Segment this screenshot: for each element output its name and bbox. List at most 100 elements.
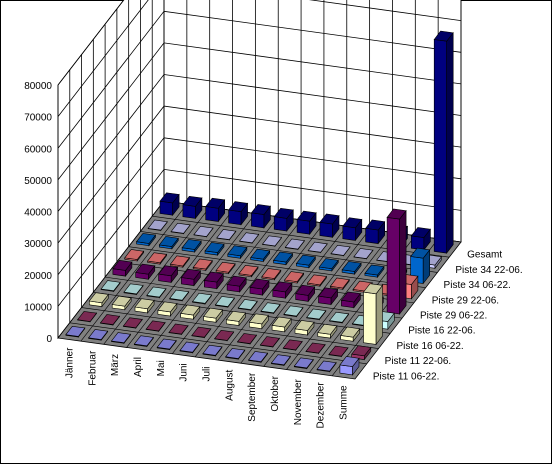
bar-piste-29-22-06--0: [124, 249, 145, 262]
bar-piste-16-06-22--12: [362, 283, 384, 346]
category-label: Oktober: [270, 375, 281, 411]
floor-line: [171, 216, 279, 354]
y-tick-label: 40000: [24, 208, 52, 219]
bar-gesamt-12: [433, 30, 454, 254]
bar-piste-29-06-22--0: [112, 259, 133, 277]
bar-piste-29-22-06--8: [306, 274, 328, 287]
bar-piste-11-06-22--9: [270, 354, 291, 367]
bar-piste-16-22-06--9: [306, 308, 327, 321]
bar-piste-11-22-06--7: [236, 333, 258, 345]
bar-piste-11-22-06--3: [145, 320, 166, 333]
bar-piste-11-22-06--10: [305, 342, 326, 355]
bar-gesamt-3: [228, 201, 249, 226]
bar-piste-16-06-22--0: [88, 292, 109, 308]
category-label: Summe: [339, 385, 350, 420]
bar-piste-34-22-06--7: [307, 241, 328, 254]
bar-gesamt-9: [365, 219, 386, 245]
bar-piste-34-06-22--6: [272, 251, 294, 266]
bar-piste-16-06-22--7: [248, 313, 269, 330]
category-label: Juli: [202, 367, 213, 382]
bar-piste-11-06-22--1: [88, 329, 109, 342]
bar-piste-11-22-06--2: [122, 317, 143, 329]
bar-piste-34-06-22--10: [364, 264, 385, 279]
bar-piste-11-06-22--6: [202, 344, 223, 357]
series-label: Piste 29 06-22.: [420, 311, 487, 322]
bar-piste-34-06-22--4: [227, 245, 248, 260]
bar-piste-29-06-22--12: [386, 208, 407, 315]
floor-line: [126, 210, 233, 348]
bar-piste-29-06-22--6: [249, 278, 270, 296]
floor-line: [286, 232, 393, 370]
bar-piste-34-06-22--5: [250, 248, 271, 263]
bar-gesamt-4: [250, 204, 271, 229]
bar-piste-16-06-22--2: [134, 298, 155, 314]
bar-gesamt-8: [342, 217, 363, 242]
bar-piste-11-22-06--9: [282, 339, 303, 352]
y-tick-label: 60000: [24, 144, 52, 155]
bar-gesamt-0: [159, 192, 180, 217]
category-label: Mai: [156, 360, 167, 376]
category-label: März: [110, 354, 121, 376]
bar-piste-34-22-06--4: [239, 232, 260, 244]
bar-piste-29-06-22--2: [158, 265, 179, 284]
category-label: Februar: [87, 350, 98, 386]
series-label: Gesamt: [467, 250, 502, 261]
bar-piste-34-06-22--0: [135, 233, 157, 247]
category-label: Juni: [179, 363, 190, 381]
y-tick-label: 50000: [24, 176, 52, 187]
bar-piste-29-22-06--1: [146, 252, 168, 265]
bar-piste-34-06-22--2: [181, 239, 202, 253]
category-label: Dezember: [316, 382, 327, 429]
floor-line: [263, 229, 370, 367]
bar-piste-29-06-22--3: [180, 268, 202, 287]
bar-piste-29-06-22--5: [226, 275, 247, 293]
series-label: Piste 11 22-06.: [385, 356, 452, 367]
bar-piste-16-22-06--4: [191, 292, 213, 305]
bar-piste-34-22-06--0: [147, 219, 168, 232]
bar-piste-11-06-22--11: [316, 360, 337, 373]
bar-piste-34-06-22--3: [204, 242, 225, 256]
category-label: September: [247, 372, 258, 422]
bar-piste-11-22-06--5: [191, 326, 212, 339]
bar-piste-34-06-22--9: [341, 261, 362, 275]
bar-piste-11-06-22--3: [133, 335, 154, 348]
bar-piste-16-06-22--4: [180, 304, 201, 321]
bar-piste-11-22-06--11: [328, 345, 349, 358]
bar-piste-11-06-22--2: [110, 332, 132, 345]
bar-piste-29-22-06--5: [238, 264, 259, 278]
bar-piste-11-22-06--1: [99, 314, 121, 326]
bar-piste-16-22-06--10: [329, 311, 350, 324]
bar-gesamt-6: [296, 210, 317, 236]
floor-line: [217, 222, 325, 361]
bar-piste-16-06-22--10: [317, 323, 338, 339]
bar-piste-34-06-22--8: [318, 258, 339, 272]
bar-piste-11-06-22--10: [293, 357, 314, 370]
bar-piste-29-06-22--9: [317, 287, 339, 306]
category-label: April: [133, 357, 144, 377]
floor-line: [194, 219, 302, 358]
floor-line: [128, 246, 426, 288]
bar-piste-29-06-22--7: [272, 281, 293, 300]
bar-gesamt-2: [205, 197, 226, 223]
bar-gesamt-1: [182, 195, 203, 220]
bar-piste-34-22-06--3: [216, 229, 237, 241]
bar-piste-11-22-06--0: [77, 311, 98, 323]
series-label: Piste 34 22-06.: [455, 265, 522, 276]
bar-piste-16-06-22--9: [294, 320, 315, 336]
series-label: Piste 16 22-06.: [408, 326, 475, 337]
bar-piste-29-22-06--9: [329, 277, 350, 291]
bar-piste-11-06-22--5: [179, 341, 200, 354]
bar-piste-11-22-06--4: [168, 323, 189, 336]
bar-piste-29-22-06--6: [261, 268, 282, 281]
bar-piste-16-06-22--1: [111, 295, 132, 311]
bar-piste-11-22-06--6: [214, 329, 235, 342]
bar-piste-11-06-22--8: [248, 351, 269, 364]
bar-piste-16-22-06--3: [169, 289, 190, 302]
bar-piste-34-06-22--7: [295, 254, 316, 269]
bar-piste-11-22-06--8: [259, 336, 280, 348]
y-tick-label: 10000: [24, 302, 52, 313]
bar-piste-16-22-06--0: [100, 280, 121, 293]
floor-line: [81, 307, 379, 349]
y-tick-label: 20000: [24, 271, 52, 282]
